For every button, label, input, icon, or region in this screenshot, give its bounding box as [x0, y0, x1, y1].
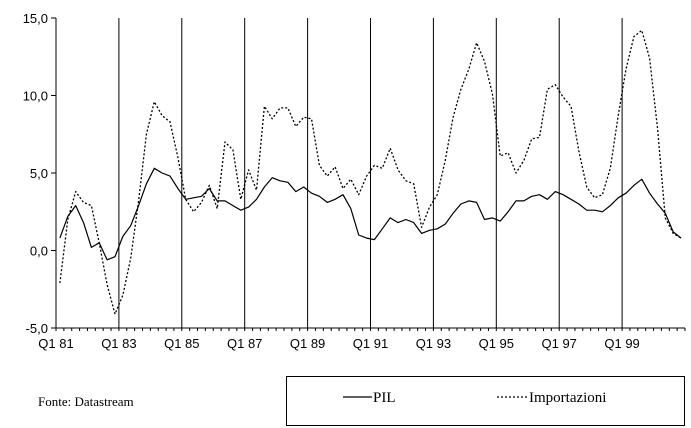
- legend-box: [286, 376, 685, 426]
- legend-label: Importazioni: [529, 390, 606, 406]
- y-axis-ticks: -5,0 0,0 5,0 10,0 15,0: [23, 11, 56, 336]
- x-tick-label: Q1 83: [101, 336, 136, 351]
- x-tick-label: Q1 91: [353, 336, 388, 351]
- legend: PIL Importazioni: [343, 390, 606, 406]
- x-tick-label: Q1 95: [479, 336, 514, 351]
- source-note: Fonte: Datastream: [38, 394, 134, 409]
- y-tick-label: 5,0: [30, 166, 48, 181]
- series-line-pil: [59, 167, 682, 261]
- x-tick-label: Q1 97: [541, 336, 576, 351]
- vertical-gridlines: [118, 18, 623, 328]
- x-tick-label: Q1 85: [164, 336, 199, 351]
- series-line-importazioni: [59, 29, 682, 315]
- x-tick-label: Q1 99: [604, 336, 639, 351]
- y-tick-label: -5,0: [26, 321, 48, 336]
- series-lines: [59, 29, 682, 315]
- x-tick-label: Q1 81: [38, 336, 73, 351]
- x-tick-label: Q1 89: [290, 336, 325, 351]
- x-axis-ticks: Q1 81 Q1 83 Q1 85 Q1 87 Q1 89 Q1 91 Q1 93 Q1 95…: [38, 328, 686, 351]
- x-tick-label: Q1 87: [227, 336, 262, 351]
- y-tick-label: 0,0: [30, 244, 48, 259]
- legend-label: PIL: [373, 390, 396, 406]
- y-tick-label: 10,0: [23, 89, 48, 104]
- y-tick-label: 15,0: [23, 11, 48, 26]
- x-tick-label: Q1 93: [416, 336, 451, 351]
